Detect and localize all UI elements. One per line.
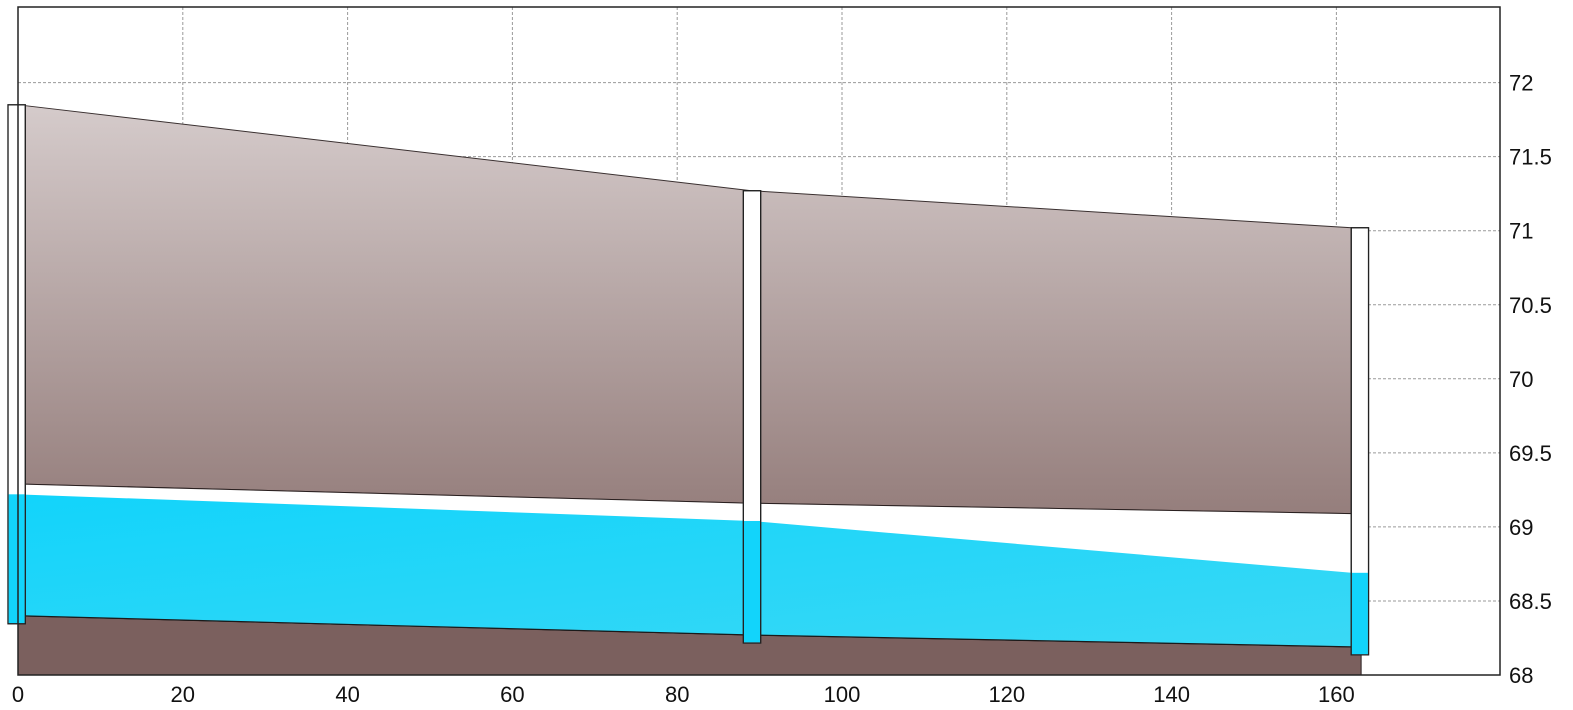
x-tick-label: 20 [171, 682, 195, 707]
manhole-outline-1 [7, 104, 26, 625]
water-area [18, 494, 1352, 647]
x-tick-label: 40 [335, 682, 359, 707]
manhole-outline-2 [742, 190, 762, 644]
manhole-water-1 [8, 494, 25, 624]
x-tick-label: 160 [1318, 682, 1355, 707]
x-tick-label: 60 [500, 682, 524, 707]
y-tick-label: 68.5 [1509, 589, 1552, 614]
x-axis-ticks: 0 20 40 60 80 100 120 140 160 [12, 682, 1355, 707]
y-tick-label: 71.5 [1509, 145, 1552, 170]
manhole-water-2 [743, 520, 761, 643]
manhole-outline-3 [1350, 227, 1370, 656]
manholes [7, 104, 1370, 656]
profile-fills [17, 104, 1362, 676]
y-tick-label: 68 [1509, 663, 1533, 688]
y-tick-label: 71 [1509, 219, 1533, 244]
y-axis-ticks: 68 68.5 69 69.5 70 70.5 71 71.5 72 [1509, 71, 1552, 688]
x-tick-label: 100 [824, 682, 861, 707]
manhole-water-3 [1351, 572, 1368, 655]
y-tick-label: 70.5 [1509, 293, 1552, 318]
y-tick-label: 70 [1509, 367, 1533, 392]
x-tick-label: 80 [665, 682, 689, 707]
y-tick-label: 69 [1509, 515, 1533, 540]
x-tick-label: 140 [1153, 682, 1190, 707]
y-tick-label: 72 [1509, 71, 1533, 96]
plot-frame [17, 6, 1501, 676]
x-tick-label: 120 [988, 682, 1025, 707]
soil-area [17, 104, 1352, 515]
y-tick-label: 69.5 [1509, 441, 1552, 466]
x-tick-label: 0 [12, 682, 24, 707]
